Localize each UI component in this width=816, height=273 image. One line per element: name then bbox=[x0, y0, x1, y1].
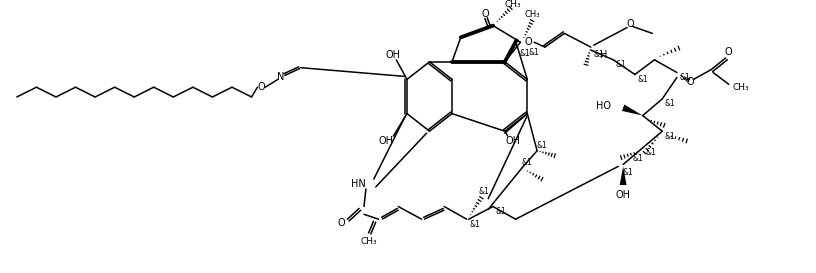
Text: &1: &1 bbox=[665, 99, 676, 108]
Text: &1: &1 bbox=[520, 49, 530, 58]
Text: N: N bbox=[277, 72, 285, 82]
Text: &1: &1 bbox=[616, 60, 627, 69]
Text: OH: OH bbox=[505, 136, 520, 146]
Text: &1: &1 bbox=[665, 132, 676, 141]
Text: OH: OH bbox=[386, 50, 401, 60]
Text: CH₃: CH₃ bbox=[504, 0, 521, 8]
Text: O: O bbox=[338, 218, 345, 228]
Text: HN: HN bbox=[351, 179, 366, 189]
Text: &1: &1 bbox=[479, 187, 490, 196]
Text: &1: &1 bbox=[495, 207, 506, 216]
Text: HO: HO bbox=[596, 101, 611, 111]
Text: CH₃: CH₃ bbox=[733, 83, 749, 92]
Text: &1: &1 bbox=[645, 148, 656, 157]
Text: &1: &1 bbox=[522, 158, 533, 167]
Text: O: O bbox=[525, 37, 532, 47]
Polygon shape bbox=[619, 167, 627, 185]
Text: O: O bbox=[258, 82, 265, 92]
Text: &1: &1 bbox=[537, 141, 548, 150]
Text: &1: &1 bbox=[469, 219, 480, 229]
Text: &1: &1 bbox=[632, 154, 643, 163]
Text: &1: &1 bbox=[593, 51, 604, 60]
Text: &1: &1 bbox=[637, 75, 648, 84]
Text: CH₃: CH₃ bbox=[361, 237, 377, 246]
Text: OH: OH bbox=[615, 190, 631, 200]
Text: CH₃: CH₃ bbox=[525, 10, 540, 19]
Text: O: O bbox=[725, 47, 733, 57]
Polygon shape bbox=[622, 105, 643, 115]
Text: H: H bbox=[600, 50, 607, 60]
Text: &1: &1 bbox=[623, 168, 633, 177]
Text: OH: OH bbox=[378, 136, 393, 146]
Text: O: O bbox=[481, 9, 489, 19]
Text: O: O bbox=[626, 19, 634, 29]
Text: O: O bbox=[687, 77, 694, 87]
Text: &1: &1 bbox=[680, 73, 690, 82]
Text: &1: &1 bbox=[529, 48, 539, 57]
